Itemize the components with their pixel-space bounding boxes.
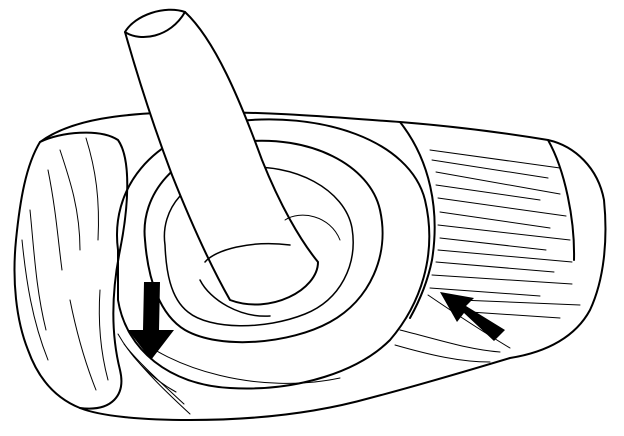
tube: [124, 8, 341, 317]
left-end-cap: [21, 131, 129, 410]
band-hatching: [394, 121, 581, 363]
left-arrow: [117, 282, 191, 415]
right-arrow: [427, 292, 511, 349]
